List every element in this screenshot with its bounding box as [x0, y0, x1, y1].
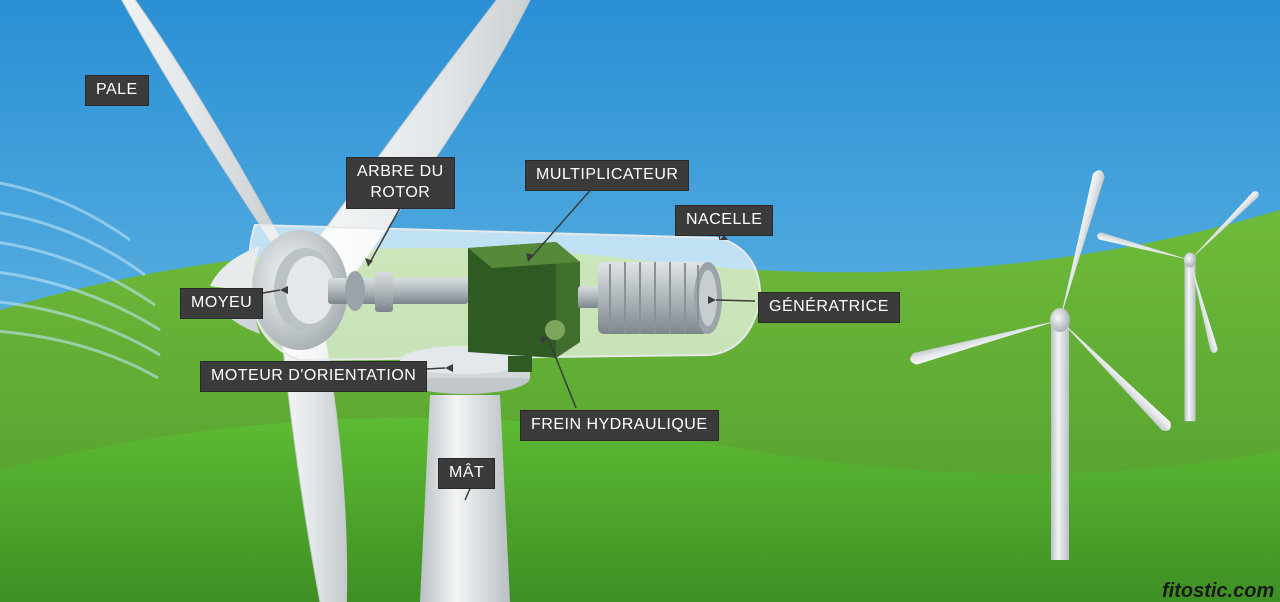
watermark: fitostic.com: [1162, 580, 1274, 602]
label-pale: PALE: [85, 75, 149, 106]
label-moteur: MOTEUR D'ORIENTATION: [200, 361, 427, 392]
label-nacelle: NACELLE: [675, 205, 773, 236]
coupling: [578, 286, 600, 308]
gearbox: [468, 242, 580, 358]
label-moyeu: MOYEU: [180, 288, 263, 319]
gearbox-mount: [508, 356, 532, 372]
label-multiplicateur: MULTIPLICATEUR: [525, 160, 689, 191]
label-mat: MÂT: [438, 458, 495, 489]
label-arbre: ARBRE DU ROTOR: [346, 157, 455, 209]
label-generatrice: GÉNÉRATRICE: [758, 292, 900, 323]
label-frein: FREIN HYDRAULIQUE: [520, 410, 719, 441]
generator: [598, 262, 722, 334]
diagram-stage: PALE ARBRE DU ROTOR MULTIPLICATEUR NACEL…: [0, 0, 1280, 602]
